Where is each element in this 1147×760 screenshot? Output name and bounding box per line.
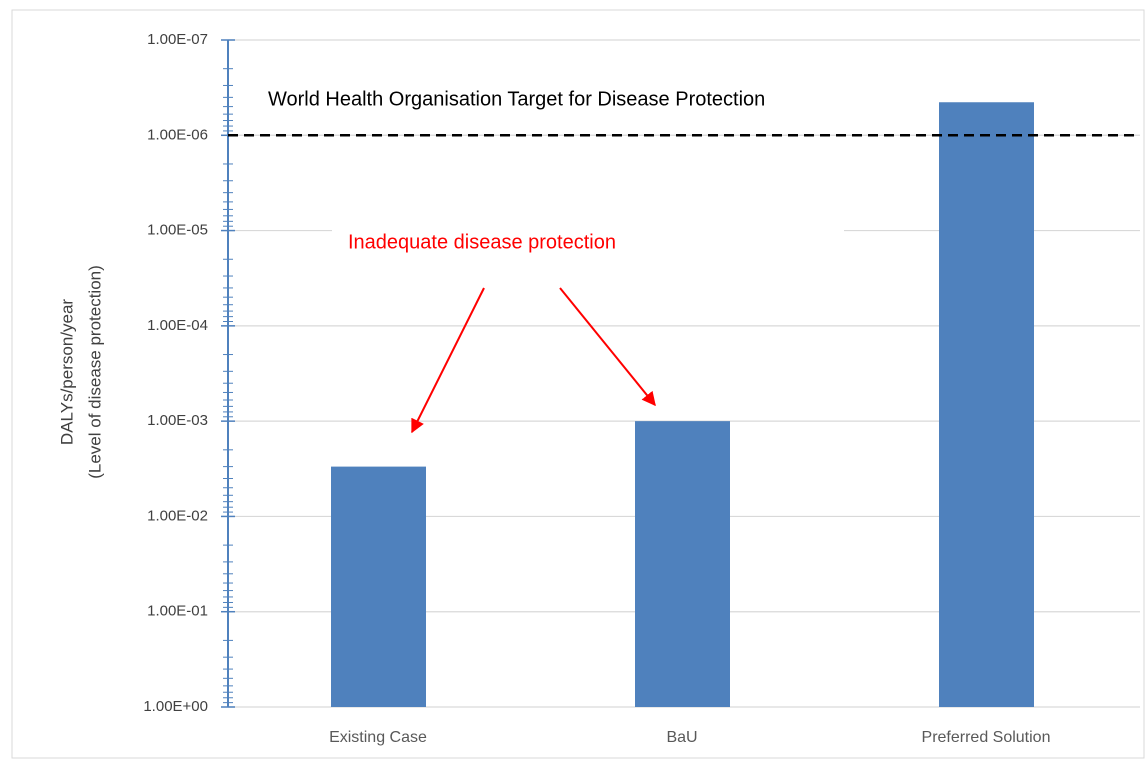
y-tick-label: 1.00E+00 bbox=[143, 698, 208, 715]
bar bbox=[331, 466, 426, 707]
arrow bbox=[559, 287, 656, 407]
y-tick-label: 1.00E-06 bbox=[147, 126, 208, 143]
y-tick-label: 1.00E-07 bbox=[147, 31, 208, 48]
bars bbox=[331, 102, 1034, 707]
labels: 1.00E-07 1.00E-06 1.00E-05 1.00E-04 1.00E-03… bbox=[57, 31, 1140, 746]
y-tick-label: 1.00E-05 bbox=[147, 222, 208, 239]
bar bbox=[635, 421, 730, 707]
x-tick-label: Preferred Solution bbox=[922, 729, 1051, 746]
y-tick-label: 1.00E-04 bbox=[147, 317, 208, 334]
y-axis-label: DALYs/person/year bbox=[57, 299, 76, 445]
annotation: Inadequate disease protection bbox=[348, 231, 616, 253]
y-tick-label: 1.00E-02 bbox=[147, 507, 208, 524]
y-tick-label: 1.00E-03 bbox=[147, 412, 208, 429]
y-tick-label: 1.00E-01 bbox=[147, 603, 208, 620]
reference-label: World Health Organisation Target for Dis… bbox=[268, 88, 765, 110]
annotation-background bbox=[332, 222, 844, 264]
x-tick-label: Existing Case bbox=[329, 729, 427, 746]
arrow bbox=[411, 287, 485, 434]
y-axis-label: (Level of disease protection) bbox=[85, 265, 104, 479]
bar bbox=[939, 102, 1034, 707]
x-tick-label: BaU bbox=[666, 729, 697, 746]
